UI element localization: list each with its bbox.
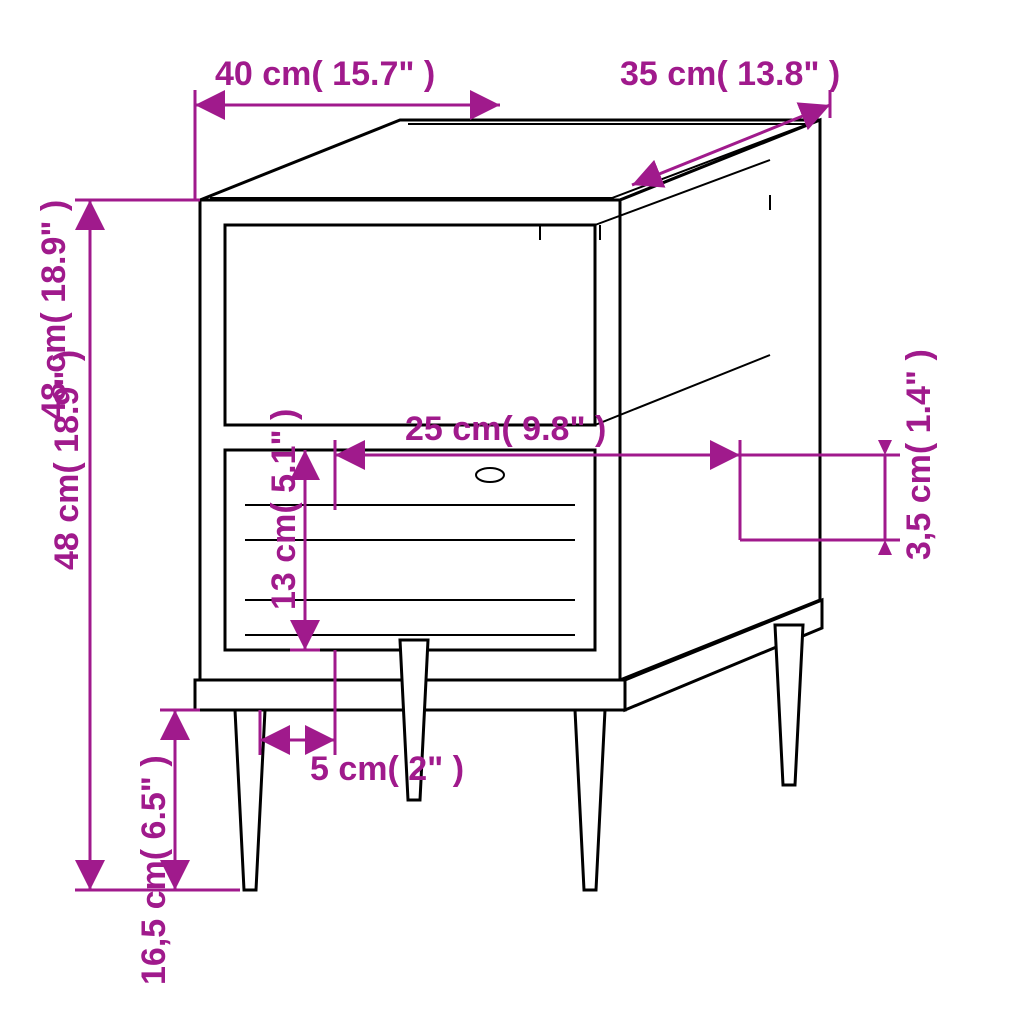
dim-width-label: 40 cm( 15.7" )	[215, 55, 435, 93]
dim-height-label-a: 48 cm( 18.9" )	[48, 350, 86, 570]
dim-leg-h-label: 16,5 cm( 6.5" )	[135, 755, 173, 985]
dim-gap-label: 5 cm( 2" )	[310, 750, 464, 788]
dim-handle-h-label: 3,5 cm( 1.4" )	[900, 349, 938, 560]
dim-leg-h: 16,5 cm( 6.5" )	[135, 710, 200, 985]
svg-text:48 cm( 18.9" ): 48 cm( 18.9" )	[48, 350, 86, 570]
dim-drawer-h-label: 13 cm( 5.1" )	[265, 409, 303, 610]
dimension-diagram: 40 cm( 15.7" ) 35 cm( 13.8" ) 48 cm( 18.…	[0, 0, 1024, 1024]
dim-drawer-w-label: 25 cm( 9.8" )	[405, 410, 606, 448]
dim-depth-label: 35 cm( 13.8" )	[620, 55, 840, 93]
